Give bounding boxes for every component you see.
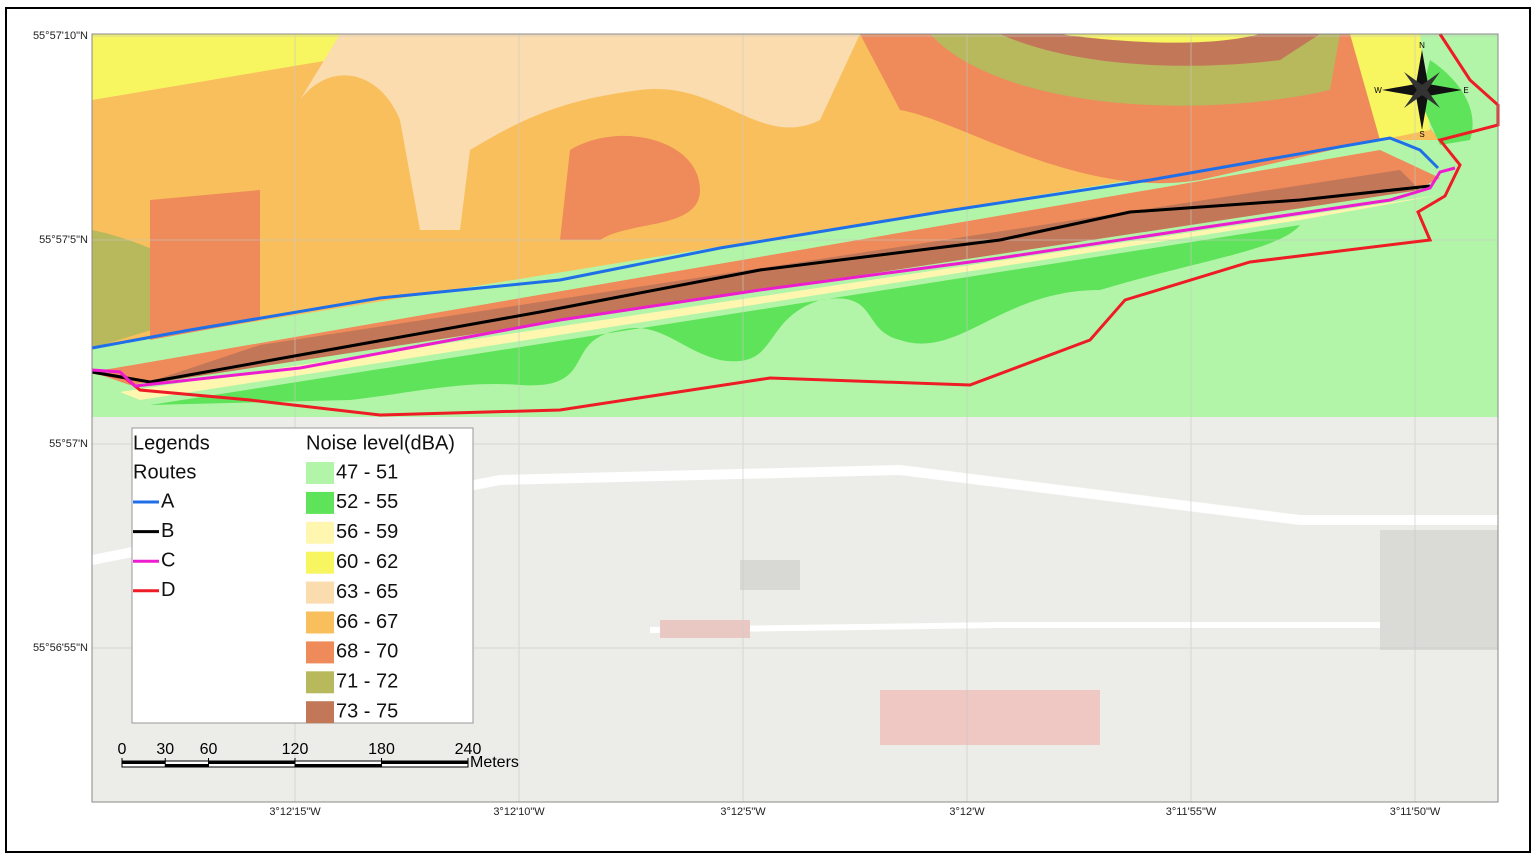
noise-swatch — [306, 611, 334, 634]
scale-segment — [165, 764, 209, 767]
noise-label: 68 - 70 — [336, 641, 398, 663]
scale-label: 0 — [118, 741, 127, 758]
scale-segment — [122, 761, 166, 764]
noise-zone — [1350, 34, 1430, 140]
noise-zone — [120, 195, 1440, 400]
routes-title: Routes — [133, 461, 196, 483]
lon-label: 3°12'10"W — [493, 806, 545, 818]
noise-zone — [92, 34, 340, 100]
noise-swatch — [306, 581, 334, 604]
lon-label: 3°11'55"W — [1166, 806, 1217, 818]
route-name: A — [161, 490, 175, 512]
noise-swatch — [306, 521, 334, 544]
route-b — [91, 184, 1431, 384]
noise-label: 73 - 75 — [336, 700, 398, 722]
noise-label: 47 - 51 — [336, 461, 398, 483]
noise-label: 56 - 59 — [336, 521, 398, 543]
lon-label: 3°12'15"W — [269, 806, 321, 818]
noise-zone — [1000, 34, 1320, 66]
scale-segment — [295, 764, 382, 767]
scale-segment — [381, 761, 468, 764]
map-border — [91, 33, 1499, 803]
route-a — [91, 136, 1440, 350]
graticule — [92, 34, 1498, 802]
north-arrow: N E S W — [1374, 41, 1468, 139]
route-name: C — [161, 549, 175, 571]
noise-zone — [300, 34, 860, 230]
scale-label: 120 — [282, 741, 309, 758]
road — [649, 622, 1498, 633]
building — [1380, 530, 1498, 650]
compass-label: W — [1374, 86, 1382, 95]
noise-swatch — [306, 551, 334, 574]
route-c — [91, 166, 1456, 388]
noise-label: 60 - 62 — [336, 551, 398, 573]
noise-title: Noise level(dBA) — [306, 432, 455, 454]
lon-label: 3°11'50"W — [1390, 806, 1441, 818]
lon-label: 3°12'5"W — [720, 806, 766, 818]
legend-box — [131, 427, 474, 724]
noise-swatch — [306, 671, 334, 694]
noise-label: 71 - 72 — [336, 671, 398, 693]
noise-swatch — [306, 491, 334, 514]
scale-segment — [208, 761, 295, 764]
noise-swatch — [306, 641, 334, 664]
noise-zone — [140, 170, 1420, 385]
scale-label: 180 — [368, 741, 395, 758]
route-d — [91, 33, 1500, 417]
route-name: B — [161, 520, 174, 542]
building — [660, 620, 750, 638]
compass-label: N — [1419, 41, 1425, 50]
scale-label: 240 — [455, 741, 482, 758]
compass-label: E — [1463, 86, 1468, 95]
noise-swatch — [306, 701, 334, 724]
noise-label: 52 - 55 — [336, 491, 398, 513]
scale-label: 30 — [156, 741, 174, 758]
noise-label: 66 - 67 — [336, 611, 398, 633]
legend-title: Legends — [133, 432, 210, 454]
lat-label: 55°57'N — [49, 438, 88, 450]
noise-swatch — [306, 462, 334, 484]
compass-label: S — [1419, 130, 1424, 139]
scale-label: 60 — [200, 741, 218, 758]
noise-zone — [150, 225, 1300, 405]
route-name: D — [161, 579, 175, 601]
building — [880, 690, 1100, 745]
map-body: N E S W Legends Routes Noise level(dBA) … — [91, 33, 1500, 802]
noise-zone — [150, 190, 260, 340]
compass-star — [1404, 72, 1440, 108]
noise-zone — [560, 135, 700, 240]
lat-label: 55°56'55"N — [33, 642, 88, 654]
lon-label: 3°12'W — [949, 806, 985, 818]
noise-label: 63 - 65 — [336, 581, 398, 603]
lat-label: 55°57'10"N — [33, 30, 88, 42]
scale-unit: Meters — [470, 754, 519, 771]
lat-label: 55°57'5"N — [39, 234, 88, 246]
building — [740, 560, 800, 590]
